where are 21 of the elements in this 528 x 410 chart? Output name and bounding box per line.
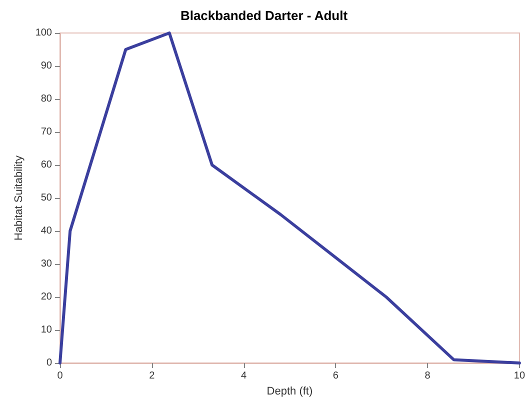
y-tick-label: 90 — [40, 60, 52, 72]
x-tick-label: 2 — [149, 370, 156, 382]
y-tick-label: 0 — [46, 358, 52, 368]
y-tick-label: 50 — [40, 192, 52, 204]
y-tick-label: 40 — [40, 226, 52, 236]
chart-title: Blackbanded Darter - Adult — [180, 8, 348, 23]
y-tick-label: 80 — [40, 94, 52, 104]
y-axis-title: Habitat Suitability — [12, 155, 25, 240]
x-tick-label: 0 — [57, 370, 64, 382]
x-axis-title: Depth (ft) — [266, 385, 313, 398]
x-tick-label: 8 — [424, 370, 431, 382]
y-tick-label: 30 — [40, 258, 52, 270]
y-tick-label: 100 — [35, 28, 52, 38]
x-tick-label: 10 — [514, 370, 526, 382]
x-tick-label: 6 — [332, 370, 339, 382]
y-tick-label: 20 — [40, 292, 52, 302]
y-tick-label: 10 — [40, 324, 52, 336]
y-tick-label: 70 — [40, 126, 52, 138]
line-series — [58, 32, 521, 364]
y-tick-label: 60 — [40, 160, 52, 170]
x-tick-label: 4 — [240, 370, 247, 382]
